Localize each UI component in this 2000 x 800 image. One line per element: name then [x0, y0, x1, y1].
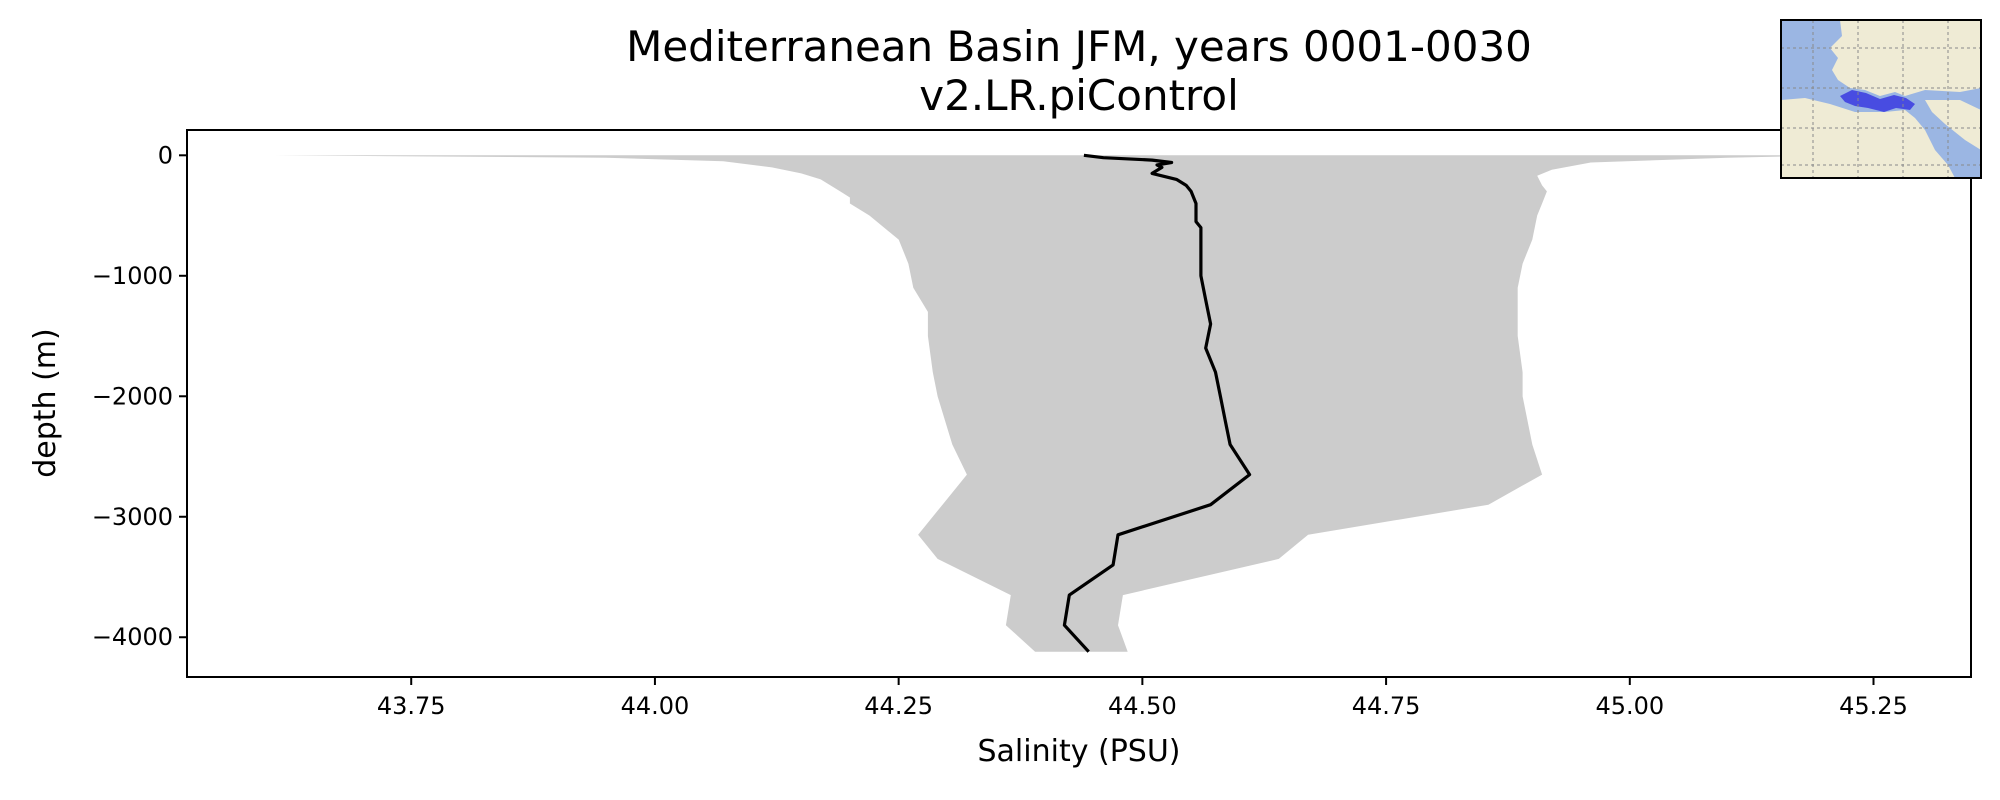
arabia-land [1925, 100, 1981, 150]
y-tick-label: −1000 [92, 262, 173, 290]
x-tick-label: 45.00 [1595, 692, 1664, 720]
chart-subtitle: v2.LR.piControl [919, 71, 1239, 120]
europe-land [1830, 20, 1981, 96]
y-axis: 0 −1000 −2000 −3000 −4000 [92, 141, 187, 651]
x-tick-label: 44.50 [1108, 692, 1177, 720]
salinity-range-band [274, 155, 1845, 652]
x-tick-label: 45.25 [1839, 692, 1908, 720]
y-tick-label: 0 [158, 141, 173, 169]
x-axis-label: Salinity (PSU) [978, 734, 1181, 769]
africa-land [1781, 98, 1955, 178]
x-tick-label: 44.75 [1352, 692, 1421, 720]
y-tick-label: −2000 [92, 382, 173, 410]
y-axis-label: depth (m) [28, 328, 63, 478]
plot-area [274, 153, 1845, 653]
x-tick-label: 44.25 [864, 692, 933, 720]
y-tick-label: −3000 [92, 503, 173, 531]
chart-title: Mediterranean Basin JFM, years 0001-0030 [626, 22, 1532, 71]
x-tick-label: 43.75 [377, 692, 446, 720]
x-tick-label: 44.00 [621, 692, 690, 720]
mediterranean-region [1840, 90, 1915, 112]
mean-salinity-line [1062, 153, 1252, 653]
y-tick-label: −4000 [92, 623, 173, 651]
mediterranean-region-map-icon [1780, 19, 1982, 179]
x-axis: 43.75 44.00 44.25 44.50 44.75 45.00 45.25 [377, 677, 1908, 720]
plot-frame [186, 129, 1972, 678]
